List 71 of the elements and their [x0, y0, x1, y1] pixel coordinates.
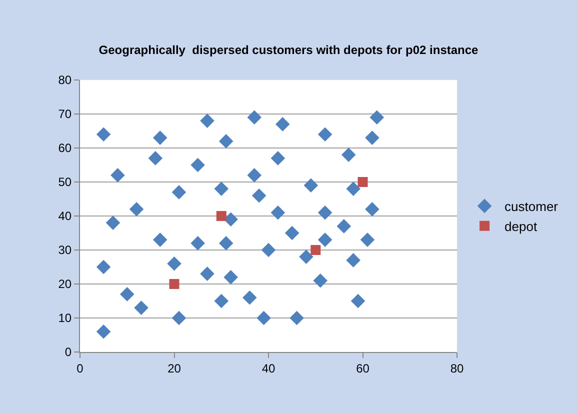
y-tick-label: 50 — [58, 175, 72, 190]
legend-label: depot — [504, 218, 538, 234]
point — [148, 151, 163, 166]
point — [224, 270, 238, 284]
point — [167, 256, 182, 271]
point — [370, 110, 384, 125]
point — [346, 253, 360, 268]
x-tick-label: 0 — [76, 361, 84, 376]
point — [284, 226, 300, 240]
y-tick-label: 30 — [58, 243, 72, 258]
point — [350, 294, 366, 308]
point — [169, 279, 180, 289]
point — [275, 117, 290, 132]
point — [252, 188, 266, 203]
point — [247, 168, 262, 182]
point — [200, 266, 214, 281]
point — [247, 110, 262, 125]
point — [190, 158, 205, 172]
x-tick-label: 40 — [262, 361, 276, 376]
point — [96, 127, 111, 142]
y-tick-label: 20 — [58, 277, 72, 292]
x-tick-label: 20 — [168, 361, 182, 376]
y-tick-label: 40 — [58, 209, 72, 224]
point — [190, 236, 205, 250]
point — [346, 182, 360, 196]
y-tick-label: 80 — [58, 73, 72, 88]
point — [224, 212, 238, 227]
point — [261, 242, 276, 258]
point — [313, 273, 328, 288]
point — [242, 290, 257, 305]
point — [96, 324, 111, 339]
point — [152, 232, 168, 247]
chart-title: Geographically dispersed customers with depots for p02 instance — [98, 42, 479, 57]
point — [106, 216, 120, 230]
point — [299, 250, 314, 264]
point — [218, 134, 234, 148]
y-tick-label: 60 — [58, 141, 72, 156]
point — [152, 130, 168, 145]
point — [214, 294, 229, 308]
point — [310, 245, 321, 255]
point — [96, 260, 111, 274]
point — [365, 130, 380, 145]
point — [304, 178, 318, 193]
point — [290, 310, 304, 326]
point — [336, 219, 352, 234]
point — [358, 177, 368, 187]
point — [218, 236, 234, 250]
point — [134, 300, 148, 315]
point — [360, 232, 375, 247]
point — [365, 202, 380, 216]
point — [200, 114, 214, 128]
point — [318, 232, 332, 247]
y-tick-label: 0 — [64, 345, 72, 360]
point — [172, 185, 186, 200]
y-tick-label: 10 — [58, 311, 72, 326]
legend-label: customer — [504, 199, 559, 214]
point — [129, 202, 144, 216]
x-tick-label: 60 — [356, 361, 370, 376]
point — [172, 310, 186, 326]
point — [270, 205, 286, 220]
y-tick-label: 70 — [58, 107, 72, 122]
point — [216, 211, 226, 221]
point — [256, 310, 271, 326]
point — [110, 168, 125, 182]
x-tick-label: 80 — [450, 361, 464, 376]
point — [318, 205, 332, 220]
point — [120, 287, 134, 302]
point — [341, 148, 356, 162]
point — [270, 151, 286, 166]
point — [318, 127, 332, 142]
point — [214, 182, 229, 196]
